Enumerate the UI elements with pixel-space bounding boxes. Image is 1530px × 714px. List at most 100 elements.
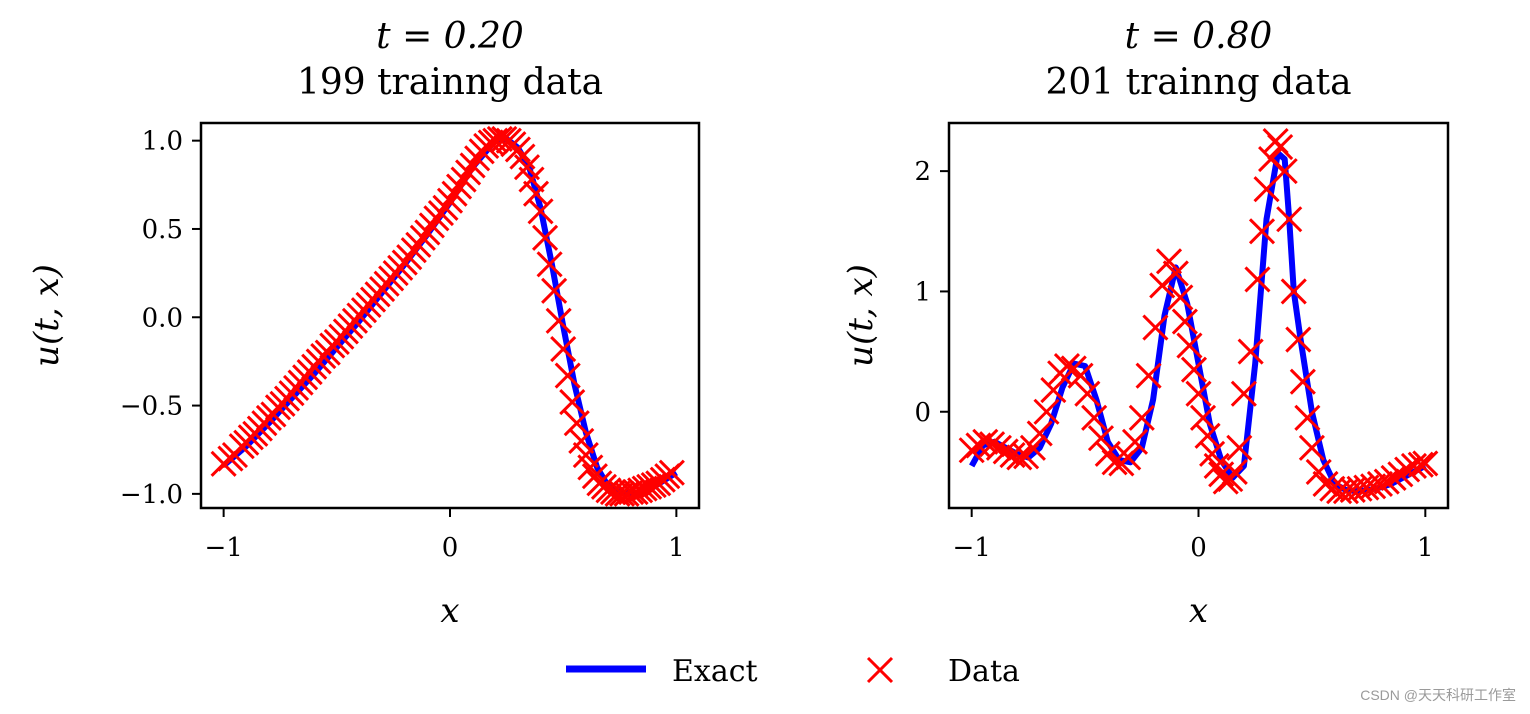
data-point-stroke (550, 335, 577, 363)
data-point-marker (1189, 404, 1217, 431)
data-point-marker (1019, 434, 1046, 461)
data-point-stroke (658, 459, 685, 486)
data-point-marker (1155, 248, 1183, 275)
data-point-marker (522, 180, 550, 207)
data-point-stroke (441, 180, 468, 207)
data-point-stroke (631, 475, 658, 502)
data-point-marker (631, 475, 658, 502)
watermark-text: CSDN @天天科研工作室 (1360, 687, 1516, 703)
data-point-marker (1230, 380, 1257, 407)
data-point-stroke (1087, 425, 1115, 452)
data-point-stroke (1294, 404, 1321, 431)
data-point-stroke (1115, 444, 1142, 471)
data-point-stroke (541, 277, 568, 304)
data-point-marker (1248, 218, 1276, 245)
y-tick-label: 1.0 (142, 127, 183, 157)
data-point-stroke (622, 479, 649, 506)
data-point-stroke (1040, 377, 1067, 404)
data-point-stroke (1394, 456, 1421, 483)
data-point-marker (568, 427, 595, 454)
data-point-stroke (559, 388, 586, 416)
data-point-marker (405, 231, 432, 258)
plot-area (210, 125, 685, 507)
data-point-marker (1115, 444, 1142, 471)
data-point-stroke (455, 159, 482, 186)
data-point-stroke (445, 173, 473, 200)
subplot-left: t = 0.20 199 trainng data −1 0 1 1.0 0.5 0.0 −0.… (27, 16, 701, 631)
data-point-marker (1162, 260, 1189, 287)
axes-frame (947, 121, 1450, 510)
data-point-stroke (1412, 450, 1439, 477)
data-point-marker (1412, 450, 1439, 477)
data-point-stroke (1162, 260, 1189, 287)
axes-frame (199, 121, 701, 510)
data-point-marker (1298, 434, 1325, 461)
data-point-marker (1135, 362, 1162, 389)
data-point-marker (1226, 434, 1253, 461)
data-point-marker (1180, 356, 1208, 383)
data-point-marker (1280, 278, 1307, 305)
data-point-stroke (577, 454, 604, 481)
data-point-stroke (1305, 458, 1332, 485)
data-point-marker (1087, 425, 1115, 452)
data-point-marker (1244, 266, 1271, 293)
data-point-stroke (418, 212, 445, 239)
data-point-stroke (1171, 308, 1198, 335)
data-point-marker (627, 477, 654, 504)
data-point-stroke (572, 441, 599, 469)
data-point-stroke (513, 154, 541, 181)
data-point-marker (486, 125, 513, 152)
x-axis-label: x (1189, 591, 1208, 631)
data-point-stroke (568, 427, 595, 454)
data-point-stroke (1360, 473, 1387, 500)
data-point-marker (1217, 466, 1244, 493)
data-point-stroke (1366, 470, 1394, 497)
data-point-marker (445, 173, 473, 200)
data-point-marker (1128, 404, 1155, 431)
data-point-stroke (985, 434, 1012, 461)
data-point-marker (1067, 362, 1094, 389)
data-point-stroke (1298, 434, 1325, 461)
legend-data-marker (866, 656, 894, 684)
data-point-marker (1373, 468, 1400, 495)
x-tick-label: 0 (1190, 533, 1207, 563)
plot-area (958, 127, 1439, 505)
data-point-stroke (1128, 404, 1155, 431)
data-point-marker (455, 159, 482, 186)
data-point-stroke (1226, 434, 1253, 461)
data-point-stroke (536, 251, 563, 278)
data-point-stroke (450, 166, 477, 193)
data-point-marker (554, 362, 581, 389)
data-point-marker (636, 473, 663, 500)
data-point-marker (1394, 456, 1421, 483)
data-point-stroke (518, 166, 545, 193)
data-point-marker (992, 438, 1019, 465)
data-point-marker (536, 251, 563, 278)
data-point-marker (985, 434, 1012, 461)
data-point-stroke (414, 219, 441, 246)
data-point-stroke (1248, 218, 1276, 245)
data-point-marker (1400, 452, 1428, 479)
data-point-stroke (627, 477, 654, 504)
data-point-stroke (1053, 352, 1081, 380)
data-point-marker (396, 244, 423, 271)
data-point-marker (1185, 380, 1212, 407)
data-point-stroke (1189, 404, 1217, 431)
data-point-stroke (1194, 422, 1221, 449)
data-point-marker (1194, 422, 1221, 449)
x-tick-label: 1 (1417, 533, 1434, 563)
data-point-stroke (436, 187, 464, 214)
data-point-stroke (999, 442, 1026, 469)
y-axis-label: u(t, x) (27, 264, 67, 367)
data-point-marker (1237, 338, 1264, 365)
data-point-marker (1380, 464, 1407, 491)
y-tick-label: 1 (914, 277, 931, 307)
data-point-marker (441, 180, 468, 207)
data-point-stroke (992, 438, 1019, 465)
legend: Exact Data (566, 654, 1020, 689)
data-point-marker (1033, 398, 1060, 425)
data-point-stroke (1285, 326, 1312, 353)
data-point-stroke (486, 125, 513, 152)
data-point-marker (559, 388, 586, 416)
y-axis-label: u(t, x) (841, 264, 881, 367)
